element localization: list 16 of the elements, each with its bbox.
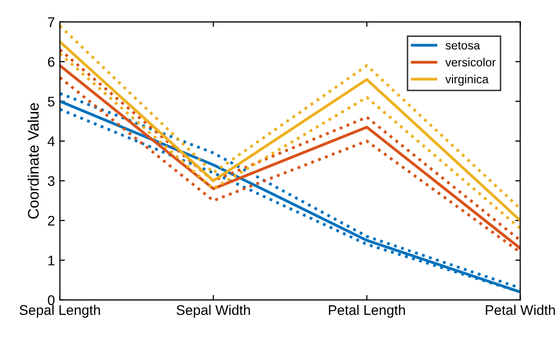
x-tick-label: Petal Length bbox=[328, 304, 405, 318]
y-tick-label: 5 bbox=[48, 96, 54, 107]
y-tick-label: 2 bbox=[48, 216, 54, 226]
y-tick-label: 6 bbox=[48, 56, 54, 67]
x-tick-label: Sepal Length bbox=[20, 304, 100, 318]
y-tick-label: 0 bbox=[48, 295, 55, 306]
y-tick-label: 7 bbox=[48, 17, 54, 27]
x-tick-label: Sepal Width bbox=[176, 304, 250, 318]
y-tick-label: 4 bbox=[48, 136, 55, 146]
legend-label: virginica bbox=[445, 74, 489, 86]
legend-label: setosa bbox=[446, 42, 480, 50]
y-tick-label: 3 bbox=[48, 176, 54, 186]
x-tick-label: Petal Width bbox=[486, 304, 555, 315]
y-axis-title: Coordinate Value bbox=[28, 103, 39, 219]
legend-label: versicolor bbox=[445, 58, 496, 66]
y-tick-label: 1 bbox=[48, 256, 54, 266]
